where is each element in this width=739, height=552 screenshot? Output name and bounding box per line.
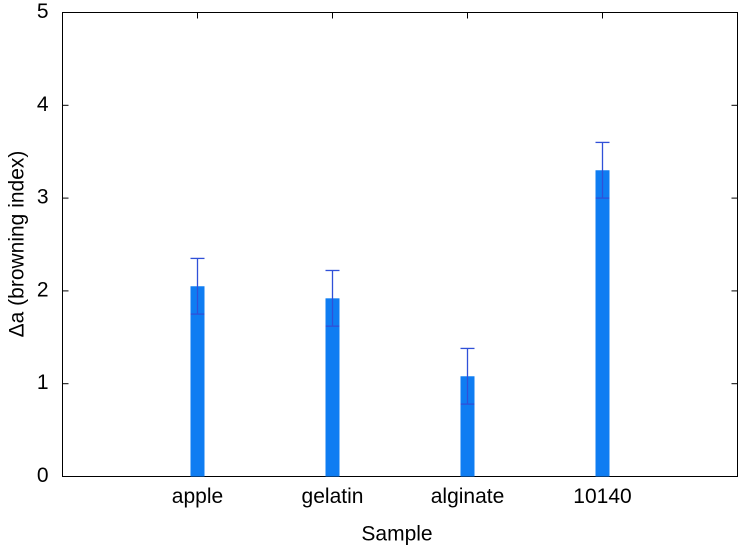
y-tick-label: 5: [37, 0, 49, 23]
y-tick-label: 1: [37, 371, 49, 394]
bar: [325, 298, 340, 477]
x-tick-label: gelatin: [302, 485, 364, 508]
error-bar: [190, 257, 205, 315]
bar: [460, 376, 475, 477]
error-bar: [460, 347, 475, 405]
y-tick-label: 4: [37, 93, 49, 116]
y-axis-label: Δa (browning index): [6, 151, 29, 338]
x-tick-label: alginate: [431, 485, 505, 508]
x-tick-label: 10140: [573, 485, 631, 508]
error-bar: [595, 141, 610, 199]
y-tick-label: 2: [37, 278, 49, 301]
x-axis-label: Sample: [361, 523, 432, 546]
bar: [190, 286, 205, 477]
bar: [595, 170, 610, 477]
y-tick-label: 3: [37, 186, 49, 209]
error-bar: [325, 269, 340, 327]
y-tick-label: 0: [37, 464, 49, 487]
x-tick-label: apple: [172, 485, 223, 508]
plot-frame: [62, 12, 738, 477]
